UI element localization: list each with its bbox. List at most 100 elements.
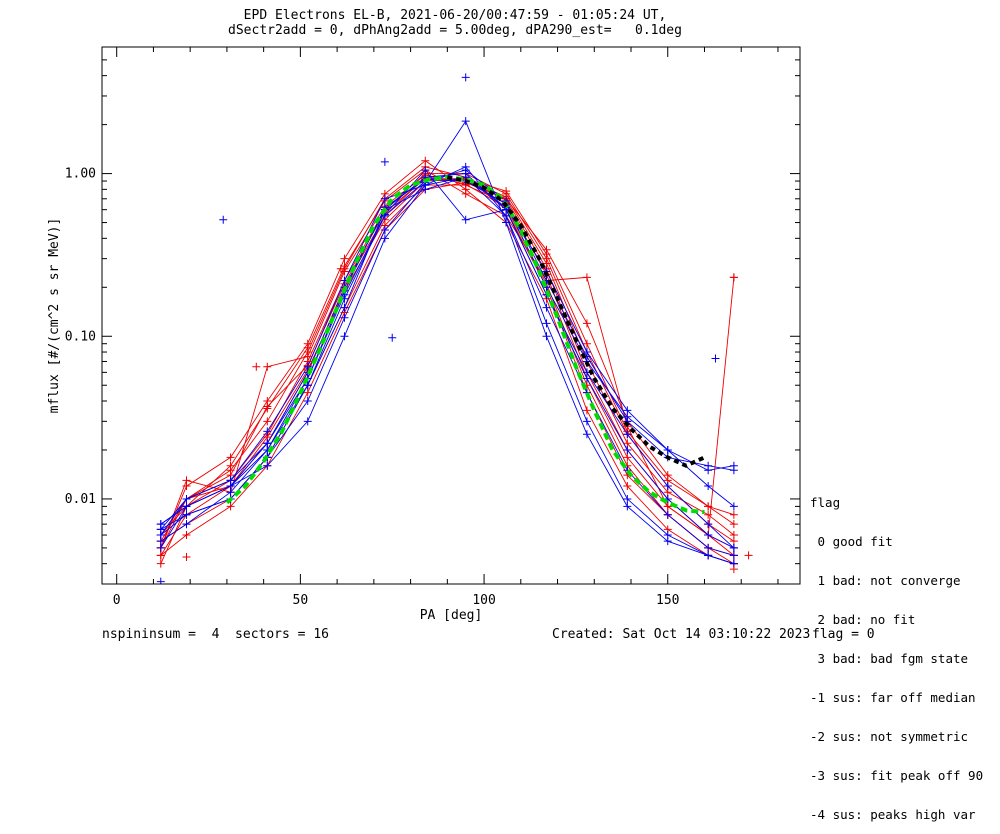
data-point-marker (461, 162, 470, 171)
data-point-marker (582, 319, 591, 328)
fit-curve-green (225, 175, 705, 515)
data-point-marker (582, 374, 591, 383)
y-tick-label: 0.01 (65, 492, 96, 507)
data-point-marker (461, 189, 470, 198)
data-point-marker (340, 254, 349, 263)
data-point-marker (303, 417, 312, 426)
series-line-10 (160, 173, 735, 549)
fit-curve-black (446, 175, 706, 468)
data-point-marker (729, 520, 738, 529)
data-point-marker (704, 543, 713, 552)
data-point-marker (303, 388, 312, 397)
legend-item: 1 bad: not converge (810, 573, 961, 588)
scatter-point-marker (182, 552, 191, 561)
data-point-marker (502, 218, 511, 227)
y-tick-label: 1.00 (65, 167, 96, 182)
scatter-point-marker (156, 577, 165, 584)
data-point-marker (623, 445, 632, 454)
legend-item: 2 bad: no fit (810, 612, 916, 627)
plot-frame (101, 46, 801, 585)
data-point-marker (729, 543, 738, 552)
scatter-point-marker (219, 215, 228, 224)
series-lines-group (160, 120, 735, 565)
data-point-marker (623, 430, 632, 439)
data-point-marker (729, 510, 738, 519)
data-point-marker (421, 185, 430, 194)
x-axis-label: PA [deg] (420, 608, 483, 623)
data-point-marker (340, 332, 349, 341)
data-point-marker (582, 417, 591, 426)
data-point-marker (582, 430, 591, 439)
data-point-marker (623, 502, 632, 511)
data-point-marker (226, 502, 235, 511)
series-line-1 (160, 166, 735, 565)
chart-title-line2: dSectr2add = 0, dPhAng2add = 5.00deg, dP… (228, 23, 682, 38)
data-point-marker (182, 510, 191, 519)
data-point-marker (182, 531, 191, 540)
scatter-point-marker (336, 264, 345, 273)
series-line-15 (160, 120, 735, 565)
data-point-marker (303, 381, 312, 390)
data-point-marker (303, 343, 312, 352)
data-point-marker (263, 427, 272, 436)
legend-item: -4 sus: peaks high var (810, 807, 976, 822)
data-point-marker (623, 439, 632, 448)
legend-item: -2 sus: not symmetric (810, 729, 969, 744)
data-point-marker (226, 453, 235, 462)
data-point-marker (663, 482, 672, 491)
data-point-marker (502, 187, 511, 196)
data-point-marker (156, 559, 165, 568)
data-point-marker (380, 194, 389, 203)
data-point-marker (663, 510, 672, 519)
data-point-marker (156, 543, 165, 552)
series-line-6 (160, 182, 735, 556)
footer-spin-info: nspininsum = 4 sectors = 16 (102, 627, 329, 642)
data-point-marker (461, 215, 470, 224)
legend-item: 0 good fit (810, 534, 893, 549)
data-point-marker (263, 402, 272, 411)
data-point-marker (542, 332, 551, 341)
data-point-marker (623, 453, 632, 462)
data-point-marker (542, 319, 551, 328)
series-line-13 (160, 179, 734, 542)
y-axis-label: mflux [#/(cm^2 s sr MeV)] (47, 218, 62, 414)
chart-plot: 0 50 100 150 0.01 0.10 1.00 PA [deg] mflux [#/… (47, 46, 801, 623)
series-line-7 (160, 169, 735, 564)
footer-created-date: Created: Sat Oct 14 03:10:22 2023 (552, 627, 811, 642)
legend-item: -3 sus: fit peak off 90 (810, 768, 984, 783)
chart-title-line1: EPD Electrons EL-B, 2021-06-20/00:47:59 … (243, 8, 667, 23)
axes-group: 0 50 100 150 0.01 0.10 1.00 (65, 46, 801, 608)
series-line-5 (160, 179, 735, 536)
data-point-marker (623, 406, 632, 415)
data-point-marker (704, 520, 713, 529)
data-point-marker (303, 396, 312, 405)
data-point-marker (663, 445, 672, 454)
data-point-marker (729, 531, 738, 540)
data-point-marker (421, 156, 430, 165)
data-point-marker (582, 348, 591, 357)
x-tick-label: 50 (293, 593, 309, 608)
data-point-marker (182, 502, 191, 511)
flag-legend: flag 0 good fit 1 bad: not converge 2 ba… (810, 470, 983, 834)
series-line-4 (160, 160, 735, 565)
data-point-marker (582, 273, 591, 282)
data-point-marker (704, 510, 713, 519)
series-line-0 (160, 176, 735, 556)
data-point-marker (380, 234, 389, 243)
data-point-marker (704, 531, 713, 540)
footer-flag: flag = 0 (812, 627, 875, 642)
legend-item: 3 bad: bad fgm state (810, 651, 969, 666)
data-point-marker (226, 482, 235, 491)
data-point-marker (263, 461, 272, 470)
data-point-marker (421, 166, 430, 175)
data-point-marker (663, 502, 672, 511)
data-point-marker (263, 439, 272, 448)
data-point-marker (380, 226, 389, 235)
scatter-point-marker (729, 273, 738, 282)
series-line-8 (160, 174, 735, 556)
fit-curves-group (225, 175, 706, 515)
legend-item: -1 sus: far off median (810, 690, 976, 705)
data-point-marker (704, 502, 713, 511)
data-point-marker (303, 362, 312, 371)
x-tick-label: 0 (113, 593, 121, 608)
